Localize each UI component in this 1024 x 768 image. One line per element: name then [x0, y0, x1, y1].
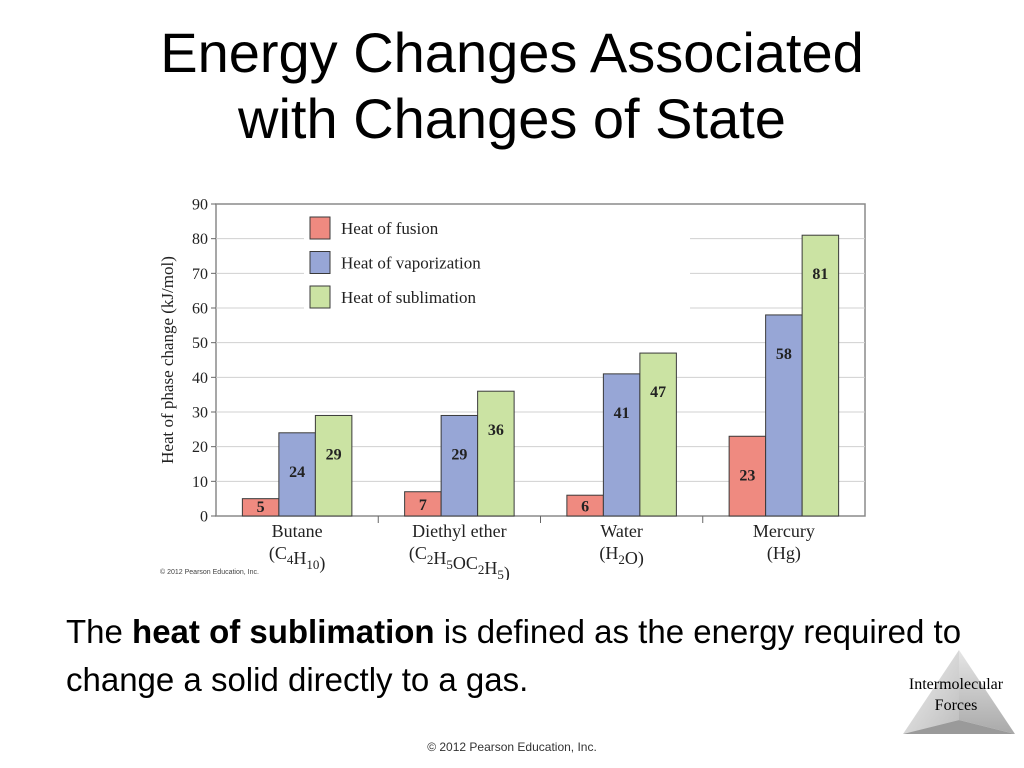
bar	[314, 414, 353, 517]
legend-label: Heat of vaporization	[341, 254, 481, 273]
data-label: 29	[326, 446, 342, 463]
bar	[602, 373, 641, 517]
y-axis-label: Heat of phase change (kJ/mol)	[158, 256, 177, 464]
y-tick-label: 0	[200, 509, 208, 526]
bar	[404, 491, 442, 517]
y-tick-label: 80	[192, 231, 208, 248]
bar	[765, 314, 803, 517]
slide-title: Energy Changes Associated with Changes o…	[0, 20, 1024, 152]
section-label-line-1: Intermolecular	[908, 676, 1004, 693]
caption-before: The	[66, 613, 133, 650]
bar	[728, 435, 767, 517]
legend-label: Heat of fusion	[341, 219, 439, 238]
section-label: Intermolecular Forces	[893, 674, 1019, 716]
footer-copyright: © 2012 Pearson Education, Inc.	[427, 740, 597, 754]
title-line-1: Energy Changes Associated	[160, 21, 864, 84]
bar	[477, 390, 515, 517]
data-label: 58	[776, 346, 792, 363]
y-tick-label: 70	[192, 266, 208, 283]
x-tick-label: Water	[600, 521, 643, 541]
y-tick-label: 10	[192, 474, 208, 491]
y-tick-label: 30	[192, 405, 208, 422]
bar	[801, 234, 840, 517]
data-label: 23	[739, 467, 755, 484]
data-label: 47	[650, 384, 666, 401]
y-tick-label: 40	[192, 370, 208, 387]
legend-swatch	[309, 285, 331, 309]
data-label: 41	[614, 405, 630, 422]
x-tick-formula: (H2O)	[599, 543, 644, 569]
data-label: 7	[419, 497, 427, 514]
legend-label: Heat of sublimation	[341, 288, 477, 307]
legend-swatch	[309, 251, 331, 274]
x-tick-formula: (C4H10)	[269, 543, 326, 574]
title-line-2: with Changes of State	[238, 87, 786, 150]
y-tick-label: 50	[192, 335, 208, 352]
bar	[278, 432, 316, 517]
chart-copyright: © 2012 Pearson Education, Inc.	[160, 568, 259, 576]
bar	[639, 352, 677, 517]
bar	[440, 414, 479, 517]
pyramid-icon	[903, 650, 1015, 734]
caption-bold-term: heat of sublimation	[132, 613, 435, 650]
data-label: 36	[488, 422, 504, 439]
x-tick-label: Diethyl ether	[412, 521, 506, 541]
y-tick-label: 20	[192, 439, 208, 456]
x-tick-label: Mercury	[753, 521, 815, 541]
section-label-line-2: Forces	[934, 697, 978, 714]
x-tick-label: Butane	[272, 521, 323, 541]
data-label: 5	[257, 499, 265, 516]
caption-after: is defined as the energy required to cha…	[66, 613, 962, 698]
section-badge: Intermolecular Forces	[893, 648, 1019, 738]
y-tick-label: 60	[192, 301, 208, 318]
y-tick-label: 90	[192, 197, 208, 214]
legend-swatch	[309, 216, 331, 240]
data-label: 24	[289, 464, 305, 481]
data-label: 81	[812, 266, 828, 283]
x-tick-formula: (Hg)	[767, 543, 801, 564]
data-label: 29	[451, 446, 467, 463]
bar-chart: 0 10 20 30 40 50 60 70 80 90 Heat of phase change …	[158, 197, 866, 580]
caption: The heat of sublimation is defined as th…	[66, 608, 966, 704]
data-label: 6	[581, 499, 589, 516]
x-tick-formula: (C2H5OC2H5)	[409, 543, 510, 580]
